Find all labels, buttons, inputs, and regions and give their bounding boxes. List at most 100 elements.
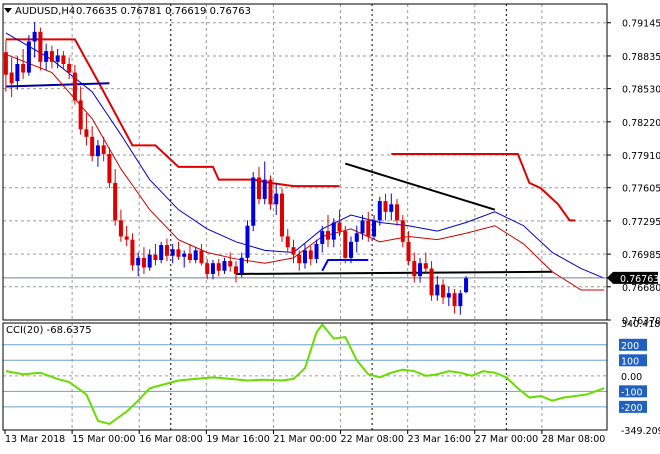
candle-body <box>406 241 411 262</box>
symbol-header: AUDUSD,H4 0.76635 0.76781 0.76619 0.7676… <box>4 6 251 17</box>
price-tick-label: 0.77295 <box>622 217 660 228</box>
candle-body <box>412 261 417 277</box>
candle-body <box>182 253 187 257</box>
candle-body <box>383 201 388 212</box>
symbol-label: AUDUSD,H4 <box>15 6 75 17</box>
candle-body <box>429 268 434 296</box>
candle-body <box>360 220 365 234</box>
cci-header-label: CCI(20) -68.6375 <box>6 325 92 336</box>
candle-body <box>159 245 164 261</box>
candle-body <box>55 55 60 62</box>
dropdown-arrow-icon[interactable] <box>4 8 12 13</box>
price-tick-label: 0.76985 <box>622 250 660 261</box>
time-tick-label: 16 Mar 08:00 <box>139 434 202 445</box>
price-tick-label: 0.77910 <box>622 151 660 162</box>
time-tick-label: 27 Mar 00:00 <box>475 434 538 445</box>
candle-body <box>67 63 72 73</box>
price-tick-label: 0.76370 <box>622 316 660 327</box>
candle-body <box>331 222 336 240</box>
candle-body <box>458 293 463 307</box>
cci-axis-label: -349.2097 <box>621 426 660 437</box>
candle-body <box>464 278 469 293</box>
candle-body <box>147 254 152 268</box>
candle-body <box>95 145 100 157</box>
time-tick-label: 23 Mar 16:00 <box>408 434 471 445</box>
candle-body <box>26 41 31 73</box>
candle-body <box>435 284 440 296</box>
cci-level-badge <box>619 354 647 367</box>
candle-body <box>222 261 227 271</box>
indicator-line <box>235 270 553 275</box>
price-tick-label: 0.78220 <box>622 118 660 129</box>
cci-indicator <box>5 322 605 426</box>
candle-body <box>308 250 313 259</box>
candle-body <box>228 261 233 267</box>
candle-body <box>113 182 118 221</box>
cci-level-badge <box>619 338 647 351</box>
time-tick-label: 28 Mar 08:00 <box>542 434 605 445</box>
price-tick-label: 0.79145 <box>622 19 660 30</box>
cci-line <box>5 322 605 426</box>
candle-body <box>136 257 141 266</box>
cci-level-badge <box>619 400 647 413</box>
indicator-line <box>5 32 605 279</box>
candle-body <box>205 263 210 274</box>
current-price-label: 0.76763 <box>620 274 659 285</box>
current-price-tag <box>607 271 658 284</box>
candle-body <box>245 225 250 258</box>
candle-body <box>130 239 135 266</box>
candle-body <box>32 31 37 42</box>
candle-body <box>337 222 342 232</box>
candle-body <box>124 236 129 240</box>
candle-body <box>9 72 14 84</box>
candle-body <box>423 263 428 269</box>
candle-body <box>176 249 181 257</box>
candle-body <box>377 201 382 221</box>
candle-body <box>84 129 89 137</box>
candle-body <box>452 293 457 307</box>
candle-body <box>101 145 106 154</box>
time-tick-label: 21 Mar 00:00 <box>273 434 336 445</box>
candle-body <box>349 241 354 258</box>
candle-body <box>325 231 331 240</box>
ohlc-readout: 0.76635 0.76781 0.76619 0.76763 <box>76 6 251 17</box>
candle-body <box>262 179 267 199</box>
candle-body <box>3 52 8 75</box>
candle-body <box>274 193 279 205</box>
candle-body <box>72 72 77 101</box>
indicator-line <box>5 38 340 188</box>
cci-axis-label: 100 <box>621 356 639 367</box>
candle-body <box>164 245 169 256</box>
candle-body <box>343 231 348 258</box>
candle-body <box>268 179 273 205</box>
indicator-line <box>321 259 369 272</box>
price-panel-frame <box>2 3 608 321</box>
indicator-line <box>391 152 576 222</box>
indicator-overlays <box>3 32 607 291</box>
candle-body <box>187 253 192 261</box>
candle-body <box>21 63 26 73</box>
price-tick-label: 0.77605 <box>622 184 660 195</box>
cci-level-badge <box>619 385 647 398</box>
cci-axis-label: 200 <box>621 341 639 352</box>
candle-body <box>251 177 256 226</box>
candle-body <box>389 204 394 212</box>
candle-body <box>216 263 221 271</box>
candle-body <box>15 63 20 82</box>
candle-body <box>90 136 95 157</box>
candle-body <box>38 31 43 62</box>
cci-axis-label: -100 <box>621 387 643 398</box>
candle-body <box>141 257 146 268</box>
candle-body <box>210 263 215 274</box>
candle-body <box>170 249 175 256</box>
time-tick-label: 19 Mar 16:00 <box>206 434 269 445</box>
price-tick-label: 0.78835 <box>622 52 660 63</box>
candle-body <box>366 220 371 237</box>
candle-body <box>320 231 325 244</box>
candle-body <box>279 193 285 237</box>
candle-body <box>291 247 296 255</box>
time-tick-label: 15 Mar 00:00 <box>72 434 135 445</box>
time-tick-label: 13 Mar 2018 <box>5 434 65 445</box>
